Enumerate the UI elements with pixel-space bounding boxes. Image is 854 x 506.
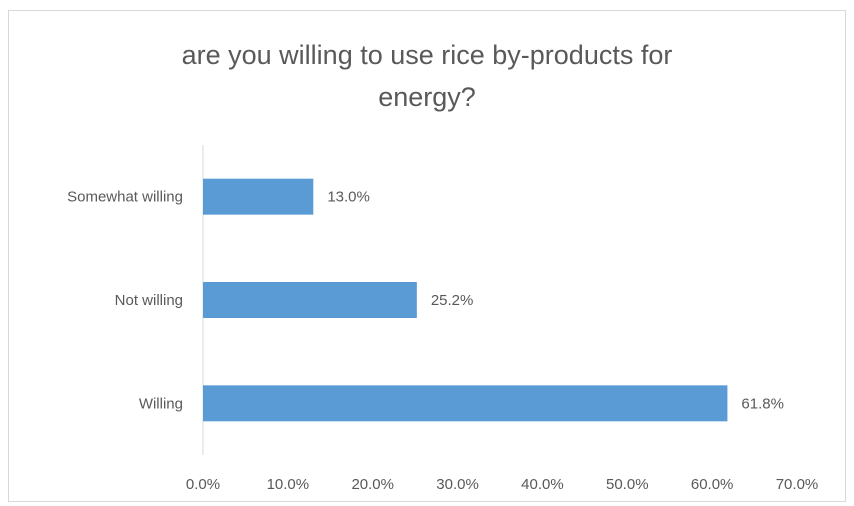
- chart-title-line-1: are you willing to use rice by-products …: [181, 40, 673, 70]
- x-tick-label: 60.0%: [691, 476, 734, 493]
- x-tick-label: 0.0%: [186, 476, 220, 493]
- bar-not-willing: [203, 282, 417, 318]
- x-tick-label: 70.0%: [776, 476, 819, 493]
- chart-title-line-2: energy?: [378, 82, 476, 112]
- chart-title: are you willing to use rice by-products …: [0, 34, 854, 118]
- category-label: Somewhat willing: [67, 189, 183, 206]
- chart-frame: [8, 10, 846, 502]
- category-label: Not willing: [115, 292, 183, 309]
- category-label: Willing: [139, 395, 183, 412]
- x-tick-label: 30.0%: [436, 476, 479, 493]
- bar-somewhat-willing: [203, 178, 314, 215]
- data-label: 13.0%: [327, 189, 370, 206]
- data-label: 25.2%: [431, 292, 474, 309]
- bar-willing: [203, 385, 728, 422]
- x-tick-label: 50.0%: [606, 476, 649, 493]
- data-label: 61.8%: [741, 395, 784, 412]
- x-tick-label: 20.0%: [351, 476, 394, 493]
- x-tick-label: 10.0%: [267, 476, 310, 493]
- x-tick-label: 40.0%: [521, 476, 564, 493]
